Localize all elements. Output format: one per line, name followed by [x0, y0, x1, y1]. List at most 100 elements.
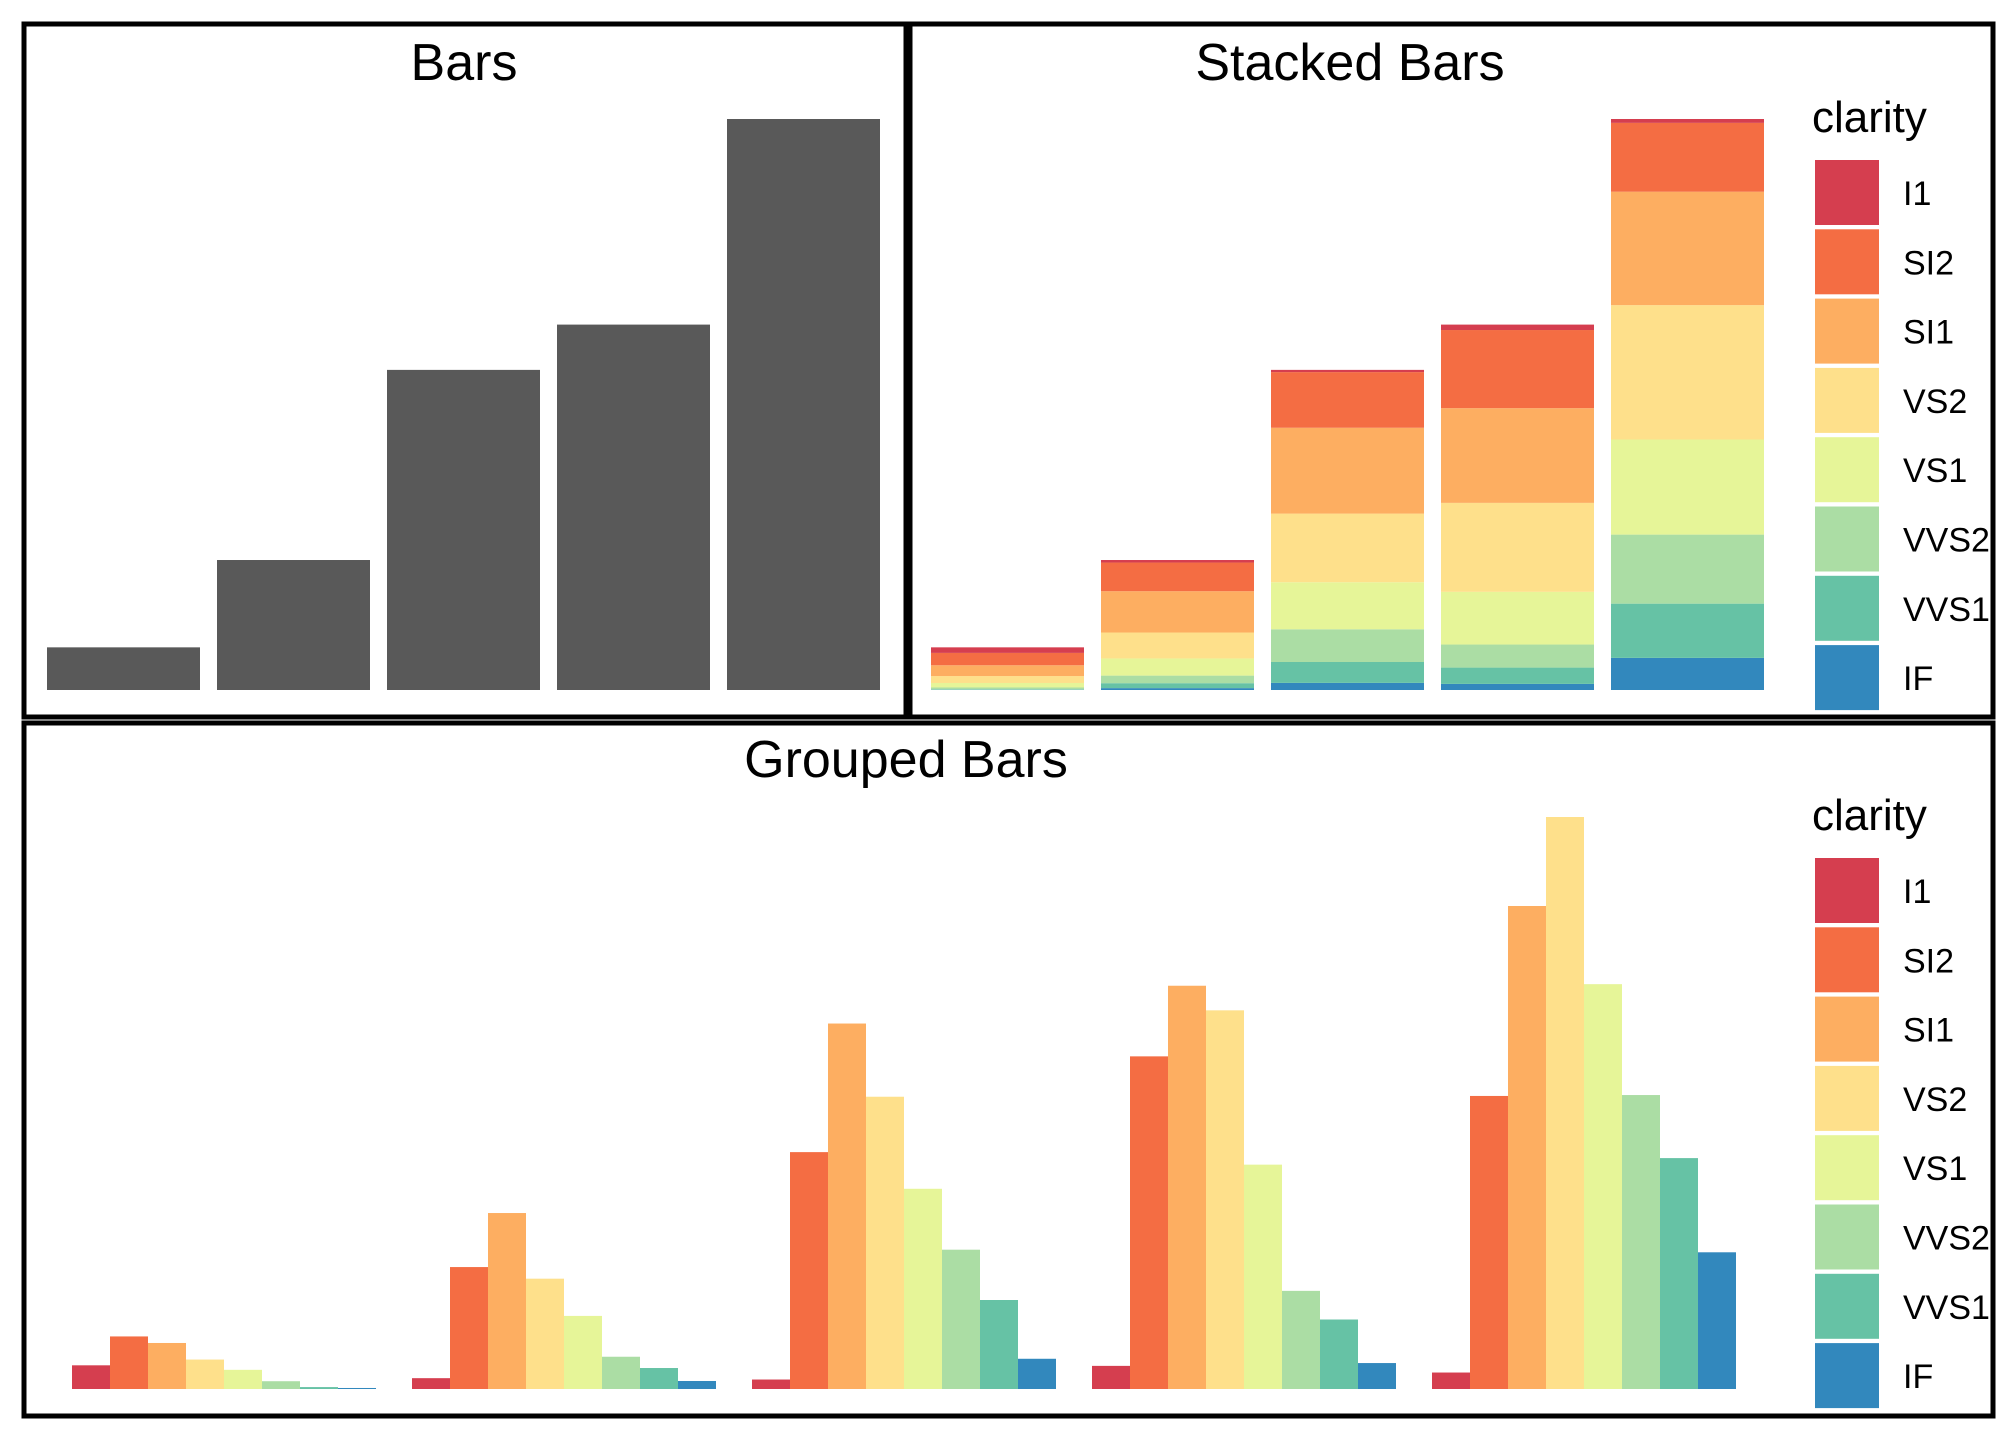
stacked-segment-very-good-si1 — [1271, 427, 1424, 514]
stacked-legend-swatch-vvs1 — [1815, 575, 1879, 641]
stacked-segment-premium-vvs1 — [1441, 667, 1594, 684]
stacked-segment-very-good-i1 — [1271, 369, 1424, 373]
panel-stacked-bars-border — [907, 21, 1996, 720]
stacked-segment-premium-if — [1441, 683, 1594, 690]
stacked-segment-premium-si1 — [1441, 408, 1594, 503]
bar-premium — [557, 324, 710, 690]
stacked-segment-ideal-si2 — [1611, 122, 1764, 192]
stacked-legend-label-vs1: VS1 — [1903, 452, 1967, 490]
stacked-legend-label-vs2: VS2 — [1903, 383, 1967, 421]
grouped-bar-good-vvs2 — [602, 1356, 640, 1389]
grouped-bar-ideal-i1 — [1432, 1372, 1470, 1389]
grouped-bar-ideal-vvs2 — [1622, 1095, 1660, 1389]
grouped-bar-fair-vvs2 — [262, 1381, 300, 1389]
grouped-legend-label-vvs2: VVS2 — [1903, 1220, 1990, 1258]
bar-ideal — [727, 119, 880, 690]
grouped-bar-very-good-si2 — [790, 1152, 828, 1389]
panel-grouped-bars-border — [21, 720, 1996, 1419]
grouped-legend-title: clarity — [1812, 791, 1927, 840]
grouped-bar-fair-if — [338, 1387, 376, 1389]
stacked-legend-swatch-vs1 — [1815, 437, 1879, 503]
stacked-legend-swatch-if — [1815, 645, 1879, 711]
grouped-legend-swatch-vvs1 — [1815, 1273, 1879, 1339]
grouped-bar-premium-if — [1358, 1363, 1396, 1389]
grouped-bar-premium-i1 — [1092, 1365, 1130, 1389]
grouped-bar-fair-vs1 — [224, 1369, 262, 1389]
stacked-legend-swatch-vs2 — [1815, 367, 1879, 433]
grouped-bar-good-vs1 — [564, 1315, 602, 1389]
grouped-bar-premium-vs1 — [1244, 1164, 1282, 1389]
stacked-segment-ideal-vs2 — [1611, 305, 1764, 440]
bars-marks — [47, 119, 880, 690]
stacked-segment-premium-vvs2 — [1441, 644, 1594, 668]
grouped-legend-label-vs1: VS1 — [1903, 1150, 1967, 1188]
stacked-segment-premium-si2 — [1441, 330, 1594, 409]
grouped-legend-swatch-si1 — [1815, 996, 1879, 1062]
panel-grouped-bars: Grouped Bars clarity I1 SI2 SI1 VS2 VS1 VVS2 V… — [21, 720, 1996, 1419]
grouped-bar-fair-vs2 — [186, 1359, 224, 1389]
panel-stacked-bars: Stacked Bars clarity I1 SI2 SI1 VS2 VS1 VVS2 V… — [907, 21, 1996, 720]
stacked-segment-very-good-vvs2 — [1271, 629, 1424, 662]
stacked-legend-label-i1: I1 — [1903, 175, 1931, 213]
panel-grouped-bars-title: Grouped Bars — [744, 731, 1068, 789]
stacked-segment-very-good-si2 — [1271, 372, 1424, 428]
grouped-bar-fair-si1 — [148, 1342, 186, 1389]
stacked-segment-good-si2 — [1101, 562, 1254, 592]
stacked-segment-ideal-vvs2 — [1611, 534, 1764, 604]
grouped-bars-marks — [72, 817, 1736, 1389]
panel-bars: Bars — [21, 21, 909, 720]
stacked-legend-label-vvs1: VVS1 — [1903, 591, 1990, 629]
grouped-legend-swatch-vs1 — [1815, 1135, 1879, 1201]
stacked-segment-very-good-if — [1271, 682, 1424, 690]
grouped-bar-premium-si1 — [1168, 985, 1206, 1389]
stacked-legend-title: clarity — [1812, 93, 1927, 142]
stacked-segment-good-vs1 — [1101, 658, 1254, 676]
stacked-segment-good-si1 — [1101, 591, 1254, 633]
grouped-bar-fair-si2 — [110, 1336, 148, 1389]
bar-good — [217, 560, 370, 690]
bar-fair — [47, 647, 200, 690]
grouped-bar-premium-vvs2 — [1282, 1290, 1320, 1389]
stacked-segment-very-good-vs2 — [1271, 513, 1424, 583]
grouped-bar-very-good-if — [1018, 1358, 1056, 1389]
stacked-segment-good-i1 — [1101, 560, 1254, 563]
grouped-bar-ideal-si1 — [1508, 905, 1546, 1389]
stacked-legend-swatch-i1 — [1815, 160, 1879, 225]
grouped-bar-ideal-vs2 — [1546, 817, 1584, 1389]
stacked-segment-ideal-if — [1611, 657, 1764, 690]
grouped-bar-good-si1 — [488, 1213, 526, 1389]
stacked-legend-label-if: IF — [1903, 660, 1933, 698]
grouped-bar-very-good-vvs2 — [942, 1249, 980, 1389]
stacked-segment-fair-si1 — [931, 665, 1084, 677]
stacked-bars-marks — [931, 119, 1764, 690]
grouped-bars-legend: clarity I1 SI2 SI1 VS2 VS1 VVS2 VVS1 IF — [1812, 791, 1990, 1409]
panel-bars-border — [21, 21, 909, 720]
stacked-legend-label-si2: SI2 — [1903, 244, 1954, 282]
grouped-legend-label-i1: I1 — [1903, 873, 1931, 911]
stacked-segment-fair-i1 — [931, 647, 1084, 653]
panel-bars-title: Bars — [411, 34, 518, 92]
grouped-legend-label-si2: SI2 — [1903, 942, 1954, 980]
stacked-segment-good-if — [1101, 688, 1254, 690]
stacked-segment-premium-vs1 — [1441, 591, 1594, 645]
stacked-segment-good-vs2 — [1101, 632, 1254, 659]
grouped-bar-good-if — [678, 1380, 716, 1389]
stacked-segment-fair-si2 — [931, 652, 1084, 666]
panel-stacked-bars-title: Stacked Bars — [1195, 34, 1504, 92]
grouped-bar-very-good-si1 — [828, 1023, 866, 1389]
grouped-legend-swatch-i1 — [1815, 858, 1879, 923]
grouped-bar-ideal-if — [1698, 1252, 1736, 1389]
stacked-segment-fair-vs1 — [931, 682, 1084, 688]
grouped-legend-swatch-vvs2 — [1815, 1204, 1879, 1270]
grouped-legend-label-vvs1: VVS1 — [1903, 1289, 1990, 1327]
stacked-segment-good-vvs2 — [1101, 675, 1254, 684]
grouped-bar-ideal-si2 — [1470, 1095, 1508, 1389]
grouped-legend-label-vs2: VS2 — [1903, 1081, 1967, 1119]
stacked-segment-premium-i1 — [1441, 324, 1594, 331]
grouped-bar-very-good-vs2 — [866, 1096, 904, 1389]
stacked-segment-ideal-vvs1 — [1611, 603, 1764, 658]
grouped-bar-fair-vvs1 — [300, 1387, 338, 1389]
grouped-bar-very-good-i1 — [752, 1379, 790, 1389]
stacked-legend-swatch-si1 — [1815, 298, 1879, 364]
